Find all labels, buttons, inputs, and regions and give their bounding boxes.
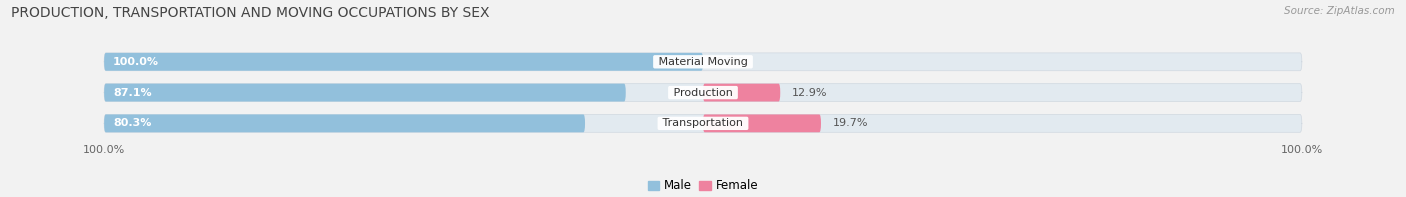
Text: Material Moving: Material Moving (655, 57, 751, 67)
Text: 12.9%: 12.9% (792, 88, 828, 98)
Text: Transportation: Transportation (659, 118, 747, 128)
Text: 87.1%: 87.1% (112, 88, 152, 98)
FancyBboxPatch shape (104, 53, 1302, 71)
FancyBboxPatch shape (703, 84, 780, 101)
Text: Source: ZipAtlas.com: Source: ZipAtlas.com (1284, 6, 1395, 16)
Text: 80.3%: 80.3% (112, 118, 152, 128)
FancyBboxPatch shape (703, 114, 821, 132)
Text: 0.0%: 0.0% (716, 57, 744, 67)
Text: PRODUCTION, TRANSPORTATION AND MOVING OCCUPATIONS BY SEX: PRODUCTION, TRANSPORTATION AND MOVING OC… (11, 6, 489, 20)
Text: Production: Production (669, 88, 737, 98)
FancyBboxPatch shape (104, 53, 703, 71)
FancyBboxPatch shape (104, 114, 1302, 132)
Text: 100.0%: 100.0% (112, 57, 159, 67)
FancyBboxPatch shape (104, 84, 1302, 101)
FancyBboxPatch shape (104, 114, 585, 132)
FancyBboxPatch shape (104, 84, 626, 101)
Text: 19.7%: 19.7% (832, 118, 869, 128)
Legend: Male, Female: Male, Female (643, 175, 763, 197)
